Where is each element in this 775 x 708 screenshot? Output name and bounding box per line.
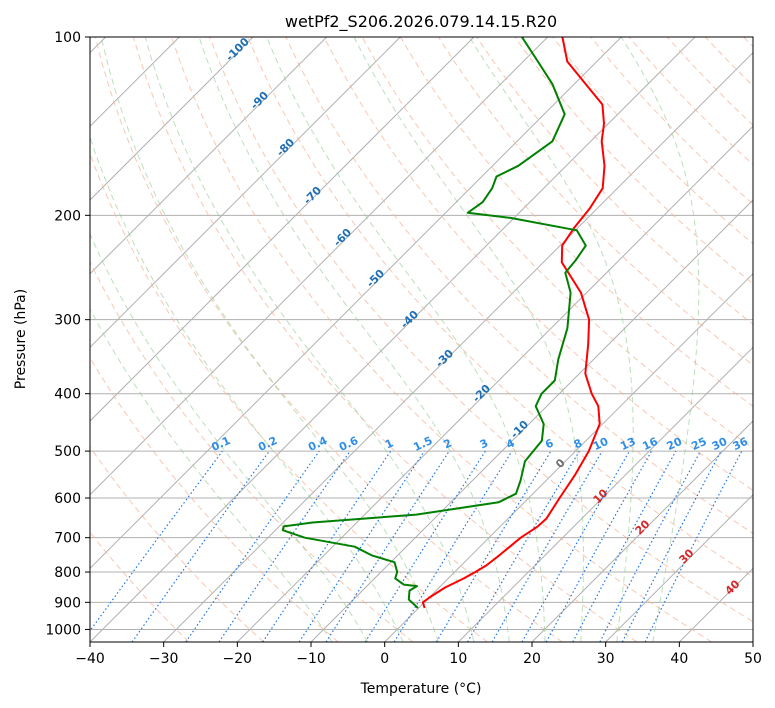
isotherm-line xyxy=(90,37,696,642)
mixing-ratio-label: 10 xyxy=(591,435,611,453)
moist-adiabat-line xyxy=(620,37,700,642)
isotherm-line xyxy=(90,37,328,275)
x-tick-label: −40 xyxy=(75,651,105,667)
dewpoint-line xyxy=(281,37,587,609)
plot-frame xyxy=(89,36,754,643)
dry-adiabat-line xyxy=(285,37,753,535)
dry-adiabat-line xyxy=(247,37,753,578)
y-tick-label: 500 xyxy=(54,444,81,460)
y-tick-label: 700 xyxy=(54,531,81,547)
temperature-line xyxy=(421,37,606,609)
mixing-ratio-line xyxy=(545,450,653,642)
mixing-ratio-label: 13 xyxy=(618,435,637,453)
mixing-ratio-label: 25 xyxy=(689,435,708,453)
mixing-ratio-line xyxy=(218,450,351,642)
mixing-ratio-label: 36 xyxy=(731,435,751,453)
dry-adiabat-line xyxy=(476,37,753,325)
mixing-ratio-line xyxy=(131,450,270,642)
mixing-ratio-line xyxy=(572,450,677,642)
isotherm-line xyxy=(531,420,753,642)
moist-adiabat-line xyxy=(198,37,510,642)
y-tick-label: 800 xyxy=(54,565,81,581)
isotherm-line xyxy=(163,51,753,642)
isotherm-line xyxy=(457,346,753,642)
dry-adiabat-line xyxy=(132,37,638,642)
x-tick-label: 40 xyxy=(670,651,688,667)
dry-adiabat-line xyxy=(209,37,753,623)
y-tick-label: 100 xyxy=(54,30,81,46)
mixing-ratio-label: 16 xyxy=(640,435,660,453)
isotherm-line xyxy=(90,37,475,422)
x-tick-label: 10 xyxy=(449,651,467,667)
dry-adiabat-line xyxy=(94,37,563,642)
mixing-ratio-label: 20 xyxy=(665,435,685,453)
mixing-ratio-line xyxy=(393,450,513,642)
mixing-ratio-line xyxy=(262,450,392,642)
y-axis-label: Pressure (hPa) xyxy=(13,289,29,389)
moist-adiabat-line xyxy=(90,135,404,642)
mixing-ratio-line xyxy=(298,450,425,642)
dry-adiabat-line xyxy=(90,446,264,642)
y-tick-label: 1000 xyxy=(45,622,81,638)
x-tick-label: 20 xyxy=(523,651,541,667)
isotherm-line xyxy=(90,37,549,496)
isotherm-line xyxy=(236,125,753,642)
mixing-ratio-line xyxy=(185,450,320,642)
y-tick-label: 600 xyxy=(54,491,81,507)
background-lines xyxy=(90,37,753,642)
mixing-ratio-line xyxy=(325,450,450,642)
dry-adiabat-line xyxy=(514,37,753,285)
x-tick-label: 30 xyxy=(597,651,615,667)
x-tick-label: −20 xyxy=(223,651,253,667)
dry-adiabat-line xyxy=(323,37,753,491)
x-axis-label: Temperature (°C) xyxy=(360,681,482,697)
y-tick-label: 400 xyxy=(54,387,81,403)
y-axis-ticks: 1000 900 800 700 600 500 400 300 200 100 xyxy=(45,30,90,638)
isotherm-line xyxy=(90,37,254,201)
isotherm-line xyxy=(384,272,753,642)
isotherm-line xyxy=(90,37,622,570)
y-tick-label: 900 xyxy=(54,595,81,611)
dry-adiabat-line xyxy=(171,37,712,642)
x-tick-label: 0 xyxy=(380,651,389,667)
y-tick-label: 200 xyxy=(54,208,81,224)
x-tick-label: −10 xyxy=(296,651,326,667)
mixing-ratio-line xyxy=(521,450,631,642)
moist-adiabat-line xyxy=(90,308,333,642)
moist-adiabat-line xyxy=(353,37,584,642)
chart-title: wetPf2_S206.2026.079.14.15.R20 xyxy=(285,12,557,32)
profile-lines xyxy=(281,37,606,609)
moist-adiabat-line xyxy=(90,232,369,642)
dry-adiabat-line xyxy=(90,260,414,642)
x-tick-label: −30 xyxy=(149,651,179,667)
mixing-ratio-line xyxy=(644,450,743,642)
mixing-ratio-line xyxy=(90,450,223,632)
moist-adiabat-line xyxy=(144,37,475,642)
dry-adiabat-line xyxy=(90,356,339,642)
moist-adiabat-line xyxy=(266,37,546,642)
y-tick-label: 300 xyxy=(54,313,81,329)
x-axis-ticks: −40 −30 −20 −10 0 10 20 30 40 50 xyxy=(75,642,762,667)
mixing-ratio-label: 30 xyxy=(710,435,730,453)
moist-adiabat-line xyxy=(100,37,439,642)
x-tick-label: 50 xyxy=(744,651,762,667)
isotherm-line xyxy=(605,493,753,642)
isotherm-line xyxy=(90,37,401,349)
